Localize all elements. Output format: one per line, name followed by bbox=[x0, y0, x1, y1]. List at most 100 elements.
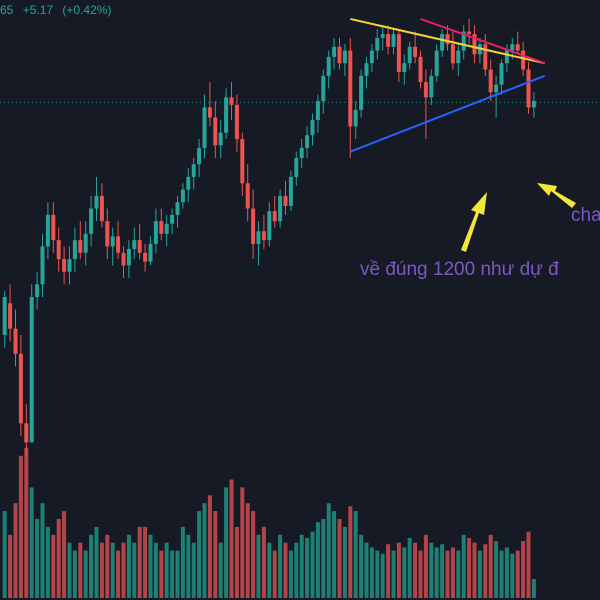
candle-body bbox=[510, 44, 515, 51]
volume-bar bbox=[213, 511, 218, 598]
volume-bar bbox=[83, 550, 88, 598]
volume-bar bbox=[348, 506, 353, 598]
candle-body bbox=[35, 284, 40, 298]
volume-bar bbox=[429, 542, 434, 598]
volume-bar bbox=[256, 534, 261, 598]
volume-bar bbox=[467, 537, 472, 598]
candle-body bbox=[202, 107, 207, 148]
candle-body bbox=[121, 252, 126, 266]
candle-body bbox=[359, 75, 364, 110]
candle-body bbox=[413, 46, 418, 57]
candle-body bbox=[213, 117, 218, 146]
candle-body bbox=[288, 176, 293, 207]
volume-bar bbox=[72, 550, 77, 598]
candle-body bbox=[418, 56, 423, 83]
candle-body bbox=[278, 195, 283, 222]
candle-body bbox=[2, 297, 7, 335]
volume-bar bbox=[337, 519, 342, 598]
volume-bar bbox=[499, 550, 504, 598]
volume-bar bbox=[56, 519, 61, 598]
volume-bar bbox=[515, 550, 520, 598]
candle-body bbox=[369, 50, 374, 64]
volume-bar bbox=[148, 534, 153, 598]
volume-bar bbox=[229, 479, 234, 598]
candle-body bbox=[62, 259, 67, 272]
price-change: +5.17 bbox=[22, 3, 54, 17]
candle-body bbox=[332, 46, 337, 57]
volume-bar bbox=[299, 534, 304, 598]
volume-bar bbox=[445, 550, 450, 598]
volume-bar bbox=[89, 534, 94, 598]
candle-body bbox=[132, 240, 137, 249]
volume-bar bbox=[245, 503, 250, 598]
candle-body bbox=[40, 246, 45, 285]
candle-body bbox=[380, 34, 385, 38]
candle-body bbox=[197, 147, 202, 165]
candle-body bbox=[321, 75, 326, 102]
volume-bar bbox=[521, 541, 526, 598]
candle-body bbox=[267, 211, 272, 241]
candle-body bbox=[51, 214, 56, 241]
volume-bar bbox=[504, 547, 509, 598]
candle-body bbox=[116, 236, 121, 253]
candle-body bbox=[391, 34, 396, 47]
annotation-side-text: cha bbox=[571, 205, 600, 226]
volume-bar bbox=[94, 526, 99, 598]
volume-bar bbox=[105, 534, 110, 598]
volume-bar bbox=[461, 534, 466, 598]
volume-bar bbox=[51, 534, 56, 598]
volume-bar bbox=[29, 487, 34, 598]
volume-bar bbox=[8, 534, 13, 598]
candle-body bbox=[310, 120, 315, 136]
annotation-main-text: về đúng 1200 như dự đ bbox=[360, 259, 559, 280]
candle-body bbox=[251, 208, 256, 244]
candle-body bbox=[386, 34, 391, 47]
candle-body bbox=[440, 34, 445, 51]
candle-body bbox=[299, 147, 304, 158]
volume-bar bbox=[78, 542, 83, 598]
candle-body bbox=[245, 183, 250, 209]
volume-bar bbox=[326, 503, 331, 598]
trendline-lower bbox=[349, 74, 546, 153]
candle-body bbox=[191, 164, 196, 177]
candle-body bbox=[348, 50, 353, 127]
volume-bar bbox=[472, 542, 477, 598]
price-change-pct: (+0.42%) bbox=[62, 3, 112, 17]
candle-body bbox=[326, 56, 331, 76]
volume-bar bbox=[380, 553, 385, 598]
volume-bar bbox=[321, 519, 326, 598]
candle-body bbox=[342, 50, 347, 64]
volume-bar bbox=[288, 550, 293, 598]
candle-body bbox=[99, 195, 104, 222]
candle-body bbox=[256, 231, 261, 244]
volume-bar bbox=[386, 544, 391, 598]
candle-body bbox=[67, 259, 72, 272]
volume-bar bbox=[251, 511, 256, 598]
volume-bar bbox=[305, 537, 310, 598]
volume-bar bbox=[278, 534, 283, 598]
trendline-upper bbox=[350, 17, 545, 65]
volume-bar bbox=[283, 542, 288, 598]
candle-body bbox=[137, 240, 142, 253]
candle-body bbox=[423, 82, 428, 98]
volume-bar bbox=[413, 542, 418, 598]
volume-bar bbox=[116, 550, 121, 598]
candle-body bbox=[207, 107, 212, 118]
candle-body bbox=[504, 50, 509, 64]
volume-bar bbox=[121, 542, 126, 598]
volume-bar bbox=[62, 511, 67, 598]
candle-body bbox=[315, 101, 320, 121]
volume-bar bbox=[488, 534, 493, 598]
volume-bar bbox=[369, 547, 374, 598]
volume-bar bbox=[353, 511, 358, 598]
candle-body bbox=[402, 63, 407, 73]
candle-body bbox=[159, 221, 164, 234]
volume-bar bbox=[2, 511, 7, 598]
candle-body bbox=[56, 240, 61, 260]
candle-body bbox=[24, 423, 29, 443]
candle-body bbox=[445, 34, 450, 45]
volume-bar bbox=[180, 526, 185, 598]
